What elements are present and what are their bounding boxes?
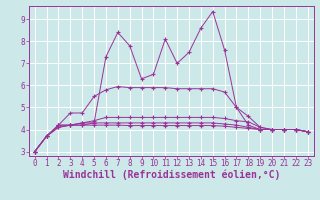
X-axis label: Windchill (Refroidissement éolien,°C): Windchill (Refroidissement éolien,°C) <box>62 170 280 180</box>
